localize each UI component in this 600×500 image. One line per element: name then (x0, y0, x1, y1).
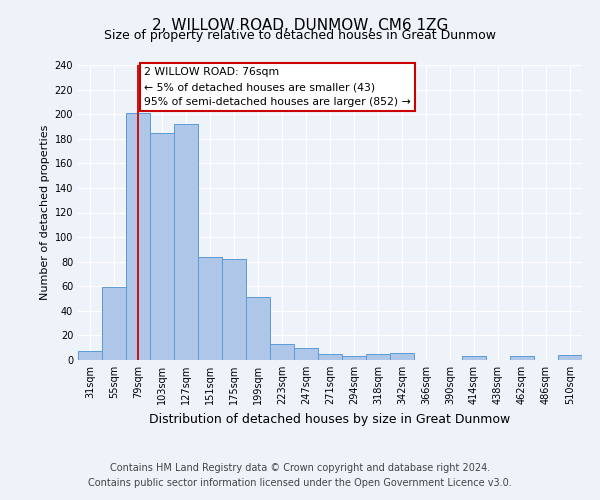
Bar (270, 344, 294, 360)
Bar (366, 354, 390, 360)
Text: 2, WILLOW ROAD, DUNMOW, CM6 1ZG: 2, WILLOW ROAD, DUNMOW, CM6 1ZG (152, 18, 448, 32)
Text: Contains HM Land Registry data © Crown copyright and database right 2024.
Contai: Contains HM Land Registry data © Crown c… (88, 462, 512, 487)
Bar (126, 113, 150, 360)
Bar (294, 348, 318, 360)
Text: Size of property relative to detached houses in Great Dunmow: Size of property relative to detached ho… (104, 29, 496, 42)
Bar (390, 352, 414, 360)
Text: 2 WILLOW ROAD: 76sqm
← 5% of detached houses are smaller (43)
95% of semi-detach: 2 WILLOW ROAD: 76sqm ← 5% of detached ho… (144, 68, 411, 107)
Bar (174, 124, 198, 360)
Bar (246, 298, 270, 360)
Bar (222, 259, 246, 360)
Bar (558, 355, 582, 360)
Bar (102, 288, 126, 360)
X-axis label: Distribution of detached houses by size in Great Dunmow: Distribution of detached houses by size … (149, 412, 511, 426)
Bar (510, 356, 534, 360)
Bar (342, 356, 366, 360)
Bar (318, 354, 342, 360)
Bar (78, 352, 102, 360)
Bar (462, 356, 486, 360)
Bar (198, 257, 222, 360)
Y-axis label: Number of detached properties: Number of detached properties (40, 125, 50, 300)
Bar (150, 132, 174, 360)
